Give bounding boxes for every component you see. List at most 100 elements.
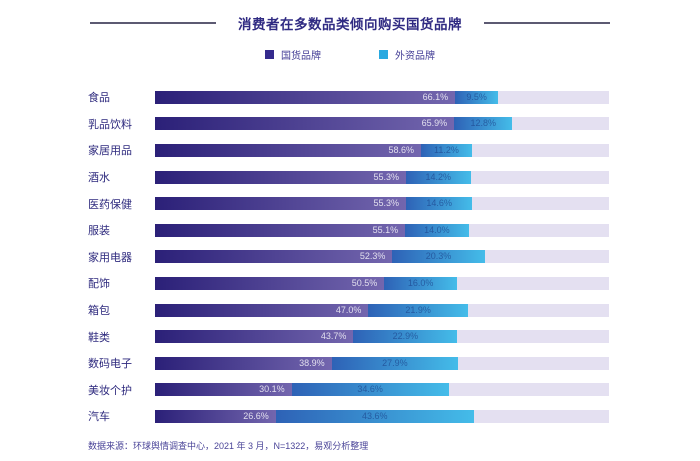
bar-track: 65.9% 12.8% <box>155 117 609 131</box>
domestic-bar-segment: 58.6% <box>155 143 422 157</box>
domestic-value-label: 52.3% <box>359 251 386 262</box>
chart-row: 箱包 47.0% 21.9% <box>88 297 609 324</box>
domestic-value-label: 55.3% <box>373 198 400 209</box>
domestic-value-label: 55.3% <box>373 171 400 182</box>
bar-track: 38.9% 27.9% <box>155 356 609 370</box>
foreign-value-label: 14.6% <box>426 198 452 209</box>
domestic-value-label: 55.1% <box>372 224 399 235</box>
domestic-bar-segment: 43.7% <box>155 330 354 344</box>
foreign-bar-segment: 12.8% <box>454 117 513 131</box>
category-label: 食品 <box>88 92 110 105</box>
foreign-value-label: 22.9% <box>392 331 419 342</box>
chart-row: 乳品饮料 65.9% 12.8% <box>88 111 609 138</box>
foreign-value-label: 14.2% <box>425 171 452 182</box>
legend-label-domestic: 国货品牌 <box>281 51 321 62</box>
category-label: 家居用品 <box>88 145 132 158</box>
bar-track: 30.1% 34.6% <box>155 383 609 397</box>
category-label: 配饰 <box>88 278 110 291</box>
bar-track: 52.3% 20.3% <box>155 250 609 264</box>
domestic-value-label: 66.1% <box>422 91 449 102</box>
bar-track: 43.7% 22.9% <box>155 330 609 344</box>
category-label: 酒水 <box>88 172 110 185</box>
legend-swatch-foreign <box>379 50 388 59</box>
domestic-value-label: 65.9% <box>421 118 448 129</box>
chart-row: 食品 66.1% 9.5% <box>88 84 609 111</box>
title-decorative-line-left <box>90 22 216 24</box>
bar-track: 66.1% 9.5% <box>155 90 609 104</box>
foreign-value-label: 14.0% <box>424 224 450 235</box>
chart-row: 酒水 55.3% 14.2% <box>88 164 609 191</box>
domestic-bar-segment: 55.3% <box>155 170 407 184</box>
chart-row: 数码电子 38.9% 27.9% <box>88 350 609 377</box>
foreign-bar-segment: 34.6% <box>291 383 449 397</box>
foreign-value-label: 27.9% <box>382 357 408 368</box>
foreign-value-label: 43.6% <box>361 410 388 421</box>
domestic-bar-segment: 50.5% <box>155 276 385 290</box>
page-title: 消费者在多数品类倾向购买国货品牌 <box>238 17 462 32</box>
domestic-value-label: 26.6% <box>243 410 269 421</box>
bar-track: 26.6% 43.6% <box>155 409 609 423</box>
foreign-bar-segment: 14.2% <box>406 170 471 184</box>
foreign-value-label: 12.8% <box>470 118 496 129</box>
foreign-bar-segment: 20.3% <box>392 250 485 264</box>
domestic-bar-segment: 26.6% <box>155 409 276 423</box>
domestic-bar-segment: 30.1% <box>155 383 292 397</box>
foreign-value-label: 16.0% <box>407 277 434 288</box>
category-label: 乳品饮料 <box>88 118 132 131</box>
chart-legend: 国货品牌 外资品牌 <box>0 47 700 62</box>
category-label: 鞋类 <box>88 331 110 344</box>
foreign-bar-segment: 11.2% <box>421 143 472 157</box>
bar-track: 50.5% 16.0% <box>155 276 609 290</box>
foreign-value-label: 21.9% <box>405 304 431 315</box>
foreign-value-label: 9.5% <box>466 91 487 102</box>
foreign-bar-segment: 21.9% <box>368 303 468 317</box>
bar-track: 55.3% 14.2% <box>155 170 609 184</box>
chart-row: 鞋类 43.7% 22.9% <box>88 323 609 350</box>
domestic-value-label: 38.9% <box>299 357 325 368</box>
domestic-bar-segment: 38.9% <box>155 356 332 370</box>
foreign-value-label: 20.3% <box>425 251 452 262</box>
chart-row: 汽车 26.6% 43.6% <box>88 403 609 430</box>
chart-row: 服装 55.1% 14.0% <box>88 217 609 244</box>
domestic-bar-segment: 52.3% <box>155 250 393 264</box>
domestic-bar-segment: 65.9% <box>155 117 455 131</box>
chart-header: 消费者在多数品类倾向购买国货品牌 <box>90 13 610 33</box>
bar-track: 58.6% 11.2% <box>155 143 609 157</box>
foreign-bar-segment: 14.0% <box>405 223 469 237</box>
legend-item-foreign: 外资品牌 <box>379 47 435 62</box>
bar-track: 55.3% 14.6% <box>155 197 609 211</box>
bar-track: 47.0% 21.9% <box>155 303 609 317</box>
domestic-bar-segment: 47.0% <box>155 303 369 317</box>
legend-swatch-domestic <box>265 50 274 59</box>
category-label: 医药保健 <box>88 198 132 211</box>
category-label: 家用电器 <box>88 251 132 264</box>
foreign-bar-segment: 16.0% <box>384 276 457 290</box>
chart-row: 配饰 50.5% 16.0% <box>88 270 609 297</box>
chart-row: 家用电器 52.3% 20.3% <box>88 244 609 271</box>
domestic-bar-segment: 55.1% <box>155 223 406 237</box>
foreign-bar-segment: 43.6% <box>275 409 474 423</box>
foreign-value-label: 11.2% <box>434 144 459 155</box>
foreign-bar-segment: 27.9% <box>331 356 459 370</box>
category-label: 箱包 <box>88 305 110 318</box>
stacked-bar-chart: 食品 66.1% 9.5% 乳品饮料 65.9% 12.8% 家居用品 58.6% 11.2% 酒… <box>88 84 609 430</box>
chart-row: 家居用品 58.6% 11.2% <box>88 137 609 164</box>
category-label: 数码电子 <box>88 358 132 371</box>
domestic-value-label: 43.7% <box>320 331 347 342</box>
category-label: 汽车 <box>88 411 110 424</box>
chart-row: 美妆个护 30.1% 34.6% <box>88 377 609 404</box>
category-label: 服装 <box>88 225 110 238</box>
title-decorative-line-right <box>484 22 610 24</box>
foreign-bar-segment: 9.5% <box>455 90 499 104</box>
legend-item-domestic: 国货品牌 <box>265 47 321 62</box>
legend-label-foreign: 外资品牌 <box>395 51 435 62</box>
domestic-value-label: 47.0% <box>335 304 362 315</box>
data-source-note: 数据来源：环球舆情调查中心，2021 年 3 月，N=1322，易观分析整理 <box>88 440 369 451</box>
domestic-bar-segment: 66.1% <box>155 90 456 104</box>
domestic-bar-segment: 55.3% <box>155 197 407 211</box>
domestic-value-label: 58.6% <box>388 144 415 155</box>
domestic-value-label: 30.1% <box>259 384 285 395</box>
foreign-bar-segment: 22.9% <box>353 330 458 344</box>
chart-row: 医药保健 55.3% 14.6% <box>88 190 609 217</box>
bar-track: 55.1% 14.0% <box>155 223 609 237</box>
